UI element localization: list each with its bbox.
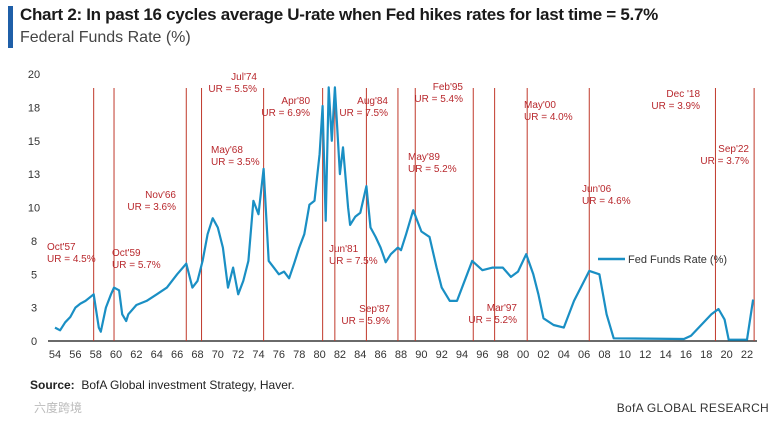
annotation-unemployment-rate: UR = 5.5% xyxy=(208,84,257,95)
annotation-unemployment-rate: UR = 7.5% xyxy=(339,108,388,119)
annotation-date: Sep'87 xyxy=(359,304,390,315)
annotation-date: May'68 xyxy=(211,145,243,156)
annotation-date: May'89 xyxy=(408,152,440,163)
annotation-unemployment-rate: UR = 6.9% xyxy=(261,108,310,119)
annotation-date: May'00 xyxy=(524,100,556,111)
x-tick-label: 74 xyxy=(252,349,264,361)
x-tick-label: 56 xyxy=(69,349,81,361)
annotation-date: Mar'97 xyxy=(487,303,518,314)
x-tick-label: 86 xyxy=(375,349,387,361)
x-tick-label: 62 xyxy=(130,349,142,361)
y-tick-label: 18 xyxy=(28,102,40,114)
watermark: 六度跨境 xyxy=(34,401,83,415)
x-tick-label: 58 xyxy=(90,349,102,361)
x-tick-label: 54 xyxy=(49,349,61,361)
x-tick-label: 12 xyxy=(639,349,651,361)
legend-label: Fed Funds Rate (%) xyxy=(628,254,727,266)
x-tick-label: 16 xyxy=(680,349,692,361)
title-accent-bar xyxy=(8,6,13,48)
brand-label: BofA GLOBAL RESEARCH xyxy=(616,401,769,415)
annotation-unemployment-rate: UR = 5.2% xyxy=(468,315,517,326)
x-tick-label: 96 xyxy=(476,349,488,361)
chart-subtitle: Federal Funds Rate (%) xyxy=(20,29,191,46)
x-tick-label: 64 xyxy=(151,349,163,361)
annotation-unemployment-rate: UR = 4.5% xyxy=(47,254,96,265)
x-tick-label: 14 xyxy=(659,349,671,361)
chart-title: Chart 2: In past 16 cycles average U-rat… xyxy=(20,5,658,24)
annotation-unemployment-rate: UR = 7.5% xyxy=(329,256,378,267)
source-note: Source: BofA Global investment Strategy,… xyxy=(30,378,295,392)
x-tick-label: 76 xyxy=(273,349,285,361)
x-tick-label: 08 xyxy=(598,349,610,361)
fed-funds-rate-line xyxy=(54,86,755,341)
x-tick-label: 02 xyxy=(537,349,549,361)
x-tick-label: 06 xyxy=(578,349,590,361)
source-label: Source: xyxy=(30,378,75,392)
x-tick-label: 18 xyxy=(700,349,712,361)
x-tick-label: 90 xyxy=(415,349,427,361)
x-tick-label: 00 xyxy=(517,349,529,361)
annotation-date: Apr'80 xyxy=(281,96,310,107)
annotation-unemployment-rate: UR = 3.9% xyxy=(651,101,700,112)
annotation-date: Jun'06 xyxy=(582,184,612,195)
y-tick-label: 20 xyxy=(28,69,40,81)
x-tick-label: 88 xyxy=(395,349,407,361)
annotation-unemployment-rate: UR = 3.7% xyxy=(700,156,749,167)
y-tick-label: 8 xyxy=(31,236,37,248)
annotation-unemployment-rate: UR = 3.5% xyxy=(211,157,260,168)
y-tick-label: 13 xyxy=(28,169,40,181)
annotation-unemployment-rate: UR = 3.6% xyxy=(127,202,176,213)
y-tick-label: 0 xyxy=(31,336,37,348)
x-tick-label: 82 xyxy=(334,349,346,361)
annotation-date: Oct'59 xyxy=(112,248,141,259)
y-tick-label: 10 xyxy=(28,203,40,215)
x-tick-label: 92 xyxy=(436,349,448,361)
annotation-date: Nov'66 xyxy=(145,190,176,201)
x-tick-label: 22 xyxy=(741,349,753,361)
annotation-date: Sep'22 xyxy=(718,144,749,155)
x-tick-label: 68 xyxy=(191,349,203,361)
x-tick-label: 72 xyxy=(232,349,244,361)
x-tick-label: 70 xyxy=(212,349,224,361)
x-tick-label: 78 xyxy=(293,349,305,361)
x-tick-label: 04 xyxy=(558,349,570,361)
x-tick-label: 98 xyxy=(497,349,509,361)
x-tick-label: 20 xyxy=(721,349,733,361)
annotation-date: Feb'95 xyxy=(433,82,464,93)
x-tick-label: 66 xyxy=(171,349,183,361)
annotation-date: Jul'74 xyxy=(231,72,257,83)
x-tick-label: 10 xyxy=(619,349,631,361)
annotation-unemployment-rate: UR = 5.2% xyxy=(408,164,457,175)
annotation-unemployment-rate: UR = 4.0% xyxy=(524,112,573,123)
annotation-unemployment-rate: UR = 5.4% xyxy=(414,94,463,105)
annotation-date: Jun'81 xyxy=(329,244,359,255)
annotation-date: Oct'57 xyxy=(47,242,76,253)
annotation-date: Aug'84 xyxy=(357,96,388,107)
annotation-unemployment-rate: UR = 5.7% xyxy=(112,260,161,271)
x-tick-label: 84 xyxy=(354,349,366,361)
x-tick-label: 60 xyxy=(110,349,122,361)
annotation-unemployment-rate: UR = 4.6% xyxy=(582,196,631,207)
y-tick-label: 3 xyxy=(31,303,37,315)
x-tick-label: 80 xyxy=(313,349,325,361)
x-tick-label: 94 xyxy=(456,349,468,361)
y-tick-label: 15 xyxy=(28,136,40,148)
y-tick-label: 5 xyxy=(31,269,37,281)
annotation-date: Dec '18 xyxy=(666,89,700,100)
source-text: BofA Global investment Strategy, Haver. xyxy=(81,378,295,392)
annotation-unemployment-rate: UR = 5.9% xyxy=(341,316,390,327)
